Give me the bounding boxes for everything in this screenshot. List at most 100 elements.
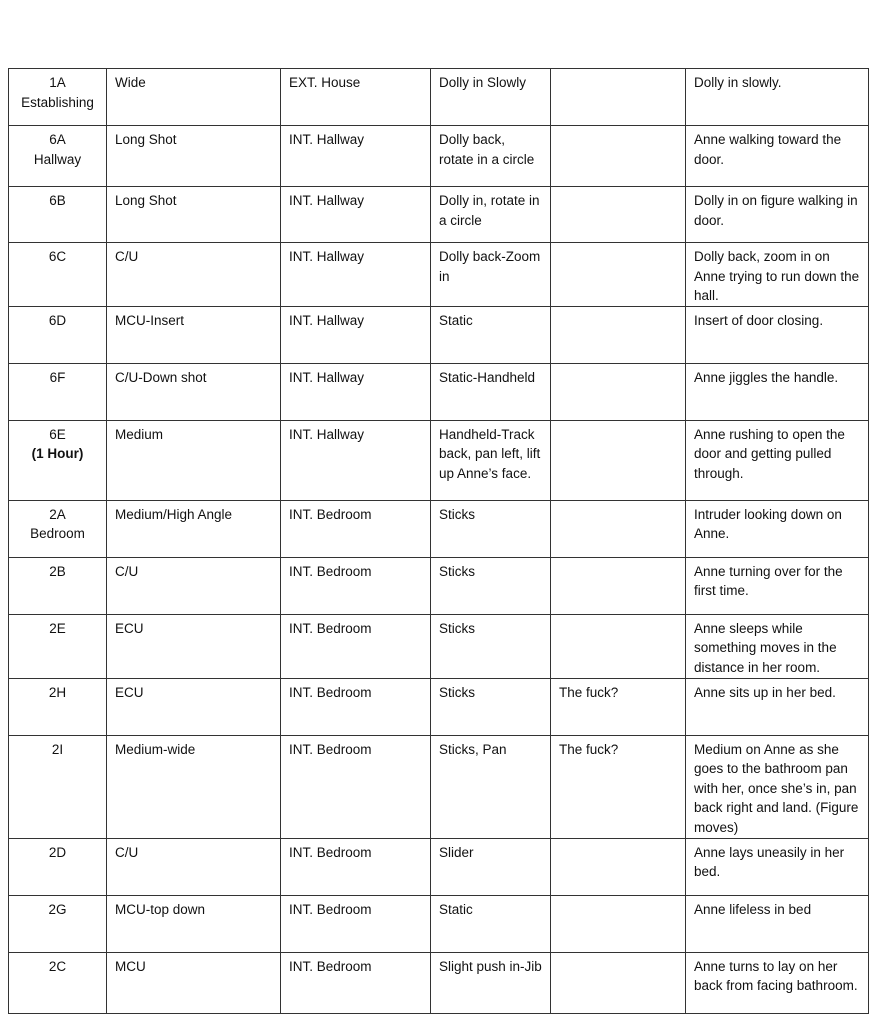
table-cell — [550, 305, 686, 364]
table-row: 6A Hallway Long Shot INT. Hallway Dolly back… — [8, 125, 869, 187]
table-row: 2A Bedroom Medium/High Angle INT. Bedroom St… — [8, 499, 869, 558]
table-cell: INT. Bedroom — [280, 951, 431, 1014]
table-cell — [550, 951, 686, 1014]
shot-cell: 6A Hallway — [8, 125, 107, 187]
table-cell: Sticks — [430, 499, 551, 558]
table-cell: Sticks — [430, 677, 551, 736]
table-cell: ECU — [106, 613, 281, 679]
shot-label: 2B — [49, 563, 66, 579]
table-row: 2C MCU INT. Bedroom Slight push in-Jib Anne … — [8, 951, 869, 1014]
shot-cell: 2E — [8, 613, 107, 679]
table-cell: Medium-wide — [106, 734, 281, 839]
table-cell: Wide — [106, 68, 281, 126]
table-row: 6C C/U INT. Hallway Dolly back-Zoom in Dolly… — [8, 242, 869, 307]
table-cell: INT. Bedroom — [280, 556, 431, 615]
table-cell: Sticks — [430, 556, 551, 615]
shot-label: Bedroom — [30, 526, 85, 542]
shot-label: 6B — [49, 193, 66, 208]
table-cell: C/U-Down shot — [106, 362, 281, 421]
table-cell: EXT. House — [280, 68, 431, 126]
shot-cell: 6B — [8, 186, 107, 243]
table-cell: MCU — [106, 951, 281, 1014]
table-cell: INT. Bedroom — [280, 837, 431, 896]
shot-cell: 2I — [8, 734, 107, 839]
table-cell: Intruder looking down on Anne. — [685, 499, 869, 558]
table-cell: Dolly in, rotate in a circle — [430, 186, 551, 243]
table-cell: Medium — [106, 419, 281, 501]
shot-cell: 6C — [8, 242, 107, 307]
table-cell — [550, 613, 686, 679]
shot-label: 2D — [48, 844, 67, 860]
table-cell: Anne sleeps while something moves in the… — [685, 613, 869, 679]
table-cell: Anne lays uneasily in her bed. — [685, 837, 869, 896]
table-row: 2E ECU INT. Bedroom Sticks Anne sleeps while… — [8, 613, 869, 679]
table-cell: Medium/High Angle — [106, 499, 281, 558]
shot-label: Establishing — [21, 94, 94, 110]
table-cell — [550, 242, 686, 307]
table-cell: INT. Hallway — [280, 305, 431, 364]
table-cell: Handheld-Track back, pan left, lift up A… — [430, 419, 551, 501]
shot-label: 6F — [49, 369, 66, 385]
table-cell: Dolly back, zoom in on Anne trying to ru… — [685, 242, 869, 307]
shot-label: 6D — [48, 312, 67, 328]
table-cell: INT. Bedroom — [280, 734, 431, 839]
shot-cell: 2H — [8, 677, 107, 736]
shot-cell: 6F — [8, 362, 107, 421]
table-cell: Anne rushing to open the door and gettin… — [685, 419, 869, 501]
table-cell: ECU — [106, 677, 281, 736]
shot-cell: 6D — [8, 305, 107, 364]
table-cell: Dolly back-Zoom in — [430, 242, 551, 307]
table-row: 2I Medium-wide INT. Bedroom Sticks, Pan The … — [8, 734, 869, 839]
shot-label: 1A — [49, 75, 66, 90]
table-cell: Anne walking toward the door. — [685, 125, 869, 187]
shot-cell: 2B — [8, 556, 107, 615]
shot-label: 2A — [49, 506, 66, 522]
table-cell: Sticks, Pan — [430, 734, 551, 839]
table-cell — [550, 837, 686, 896]
shot-label: 2I — [51, 741, 64, 757]
shot-label: 2G — [48, 901, 67, 917]
table-cell — [550, 894, 686, 953]
table-row: 2H ECU INT. Bedroom Sticks The fuck? Anne sit… — [8, 677, 869, 736]
table-row: 6F C/U-Down shot INT. Hallway Static-Handhe… — [8, 362, 869, 421]
shot-label: 6E — [49, 426, 66, 442]
table-row: 6B Long Shot INT. Hallway Dolly in, rotate … — [8, 186, 869, 243]
table-cell: C/U — [106, 837, 281, 896]
table-cell: Long Shot — [106, 125, 281, 187]
table-row: 6D MCU-Insert INT. Hallway Static Insert of … — [8, 305, 869, 364]
shot-label: 2C — [48, 958, 67, 974]
table-cell: Insert of door closing. — [685, 305, 869, 364]
shot-list: 1A Establishing Wide EXT. House Dolly in Slo… — [8, 68, 869, 1014]
table-cell: Sticks — [430, 613, 551, 679]
table-cell: Static-Handheld — [430, 362, 551, 421]
table-cell: Long Shot — [106, 186, 281, 243]
shot-label: Hallway — [33, 151, 82, 167]
table-cell: INT. Bedroom — [280, 613, 431, 679]
table-cell: MCU-top down — [106, 894, 281, 953]
table-row: 6E (1 Hour) Medium INT. Hallway Handheld-Tra… — [8, 419, 869, 501]
shot-label: 6A — [49, 132, 66, 147]
shot-cell: 2G — [8, 894, 107, 953]
table-cell: INT. Bedroom — [280, 677, 431, 736]
table-cell: Anne jiggles the handle. — [685, 362, 869, 421]
table-cell: INT. Bedroom — [280, 894, 431, 953]
table-cell: Anne turning over for the first time. — [685, 556, 869, 615]
table-cell — [550, 125, 686, 187]
table-cell: C/U — [106, 556, 281, 615]
table-cell: Anne turns to lay on her back from facin… — [685, 951, 869, 1014]
table-row: 2G MCU-top down INT. Bedroom Static Anne lif… — [8, 894, 869, 953]
table-cell — [550, 68, 686, 126]
table-cell: Anne sits up in her bed. — [685, 677, 869, 736]
table-cell — [550, 556, 686, 615]
table-cell: Static — [430, 305, 551, 364]
shot-cell: 2D — [8, 837, 107, 896]
table-cell: The fuck? — [550, 677, 686, 736]
shot-label: 2E — [49, 620, 66, 636]
table-cell: Static — [430, 894, 551, 953]
shot-cell: 1A Establishing — [8, 68, 107, 126]
table-cell: Medium on Anne as she goes to the bathro… — [685, 734, 869, 839]
table-cell: The fuck? — [550, 734, 686, 839]
table-cell: INT. Hallway — [280, 125, 431, 187]
table-cell: INT. Hallway — [280, 419, 431, 501]
